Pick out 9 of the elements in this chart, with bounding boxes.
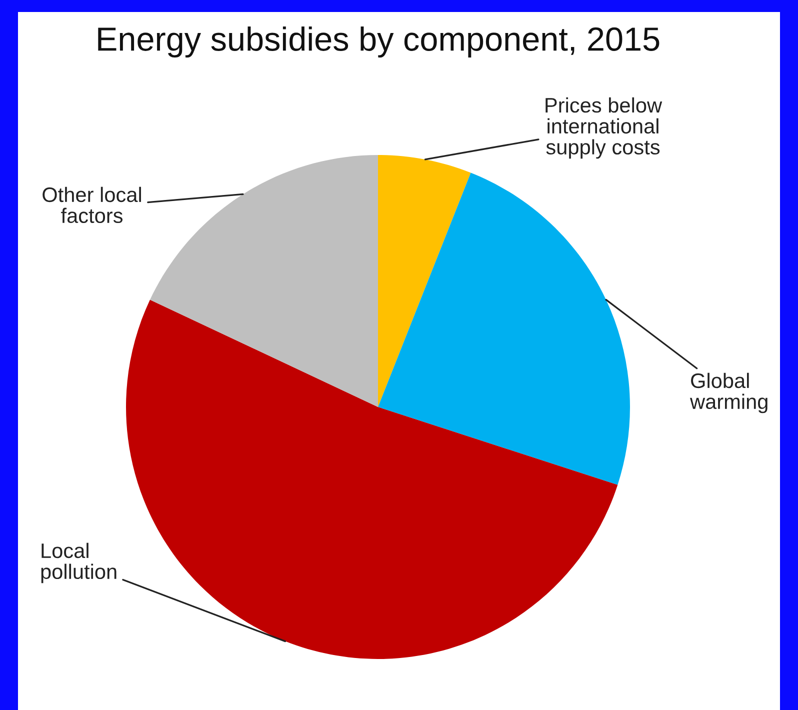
chart-title: Energy subsidies by component, 2015 bbox=[98, 26, 660, 58]
slice-label: Other local factors bbox=[42, 186, 141, 224]
slice-label: Global warming bbox=[690, 372, 768, 414]
pie-slice bbox=[150, 155, 378, 407]
pie-slice bbox=[378, 172, 630, 485]
pie-slice bbox=[378, 155, 471, 407]
pie-slice bbox=[126, 300, 618, 659]
slice-label: Local pollution bbox=[41, 542, 116, 584]
slice-label: Prices below international supply costs bbox=[546, 97, 662, 159]
